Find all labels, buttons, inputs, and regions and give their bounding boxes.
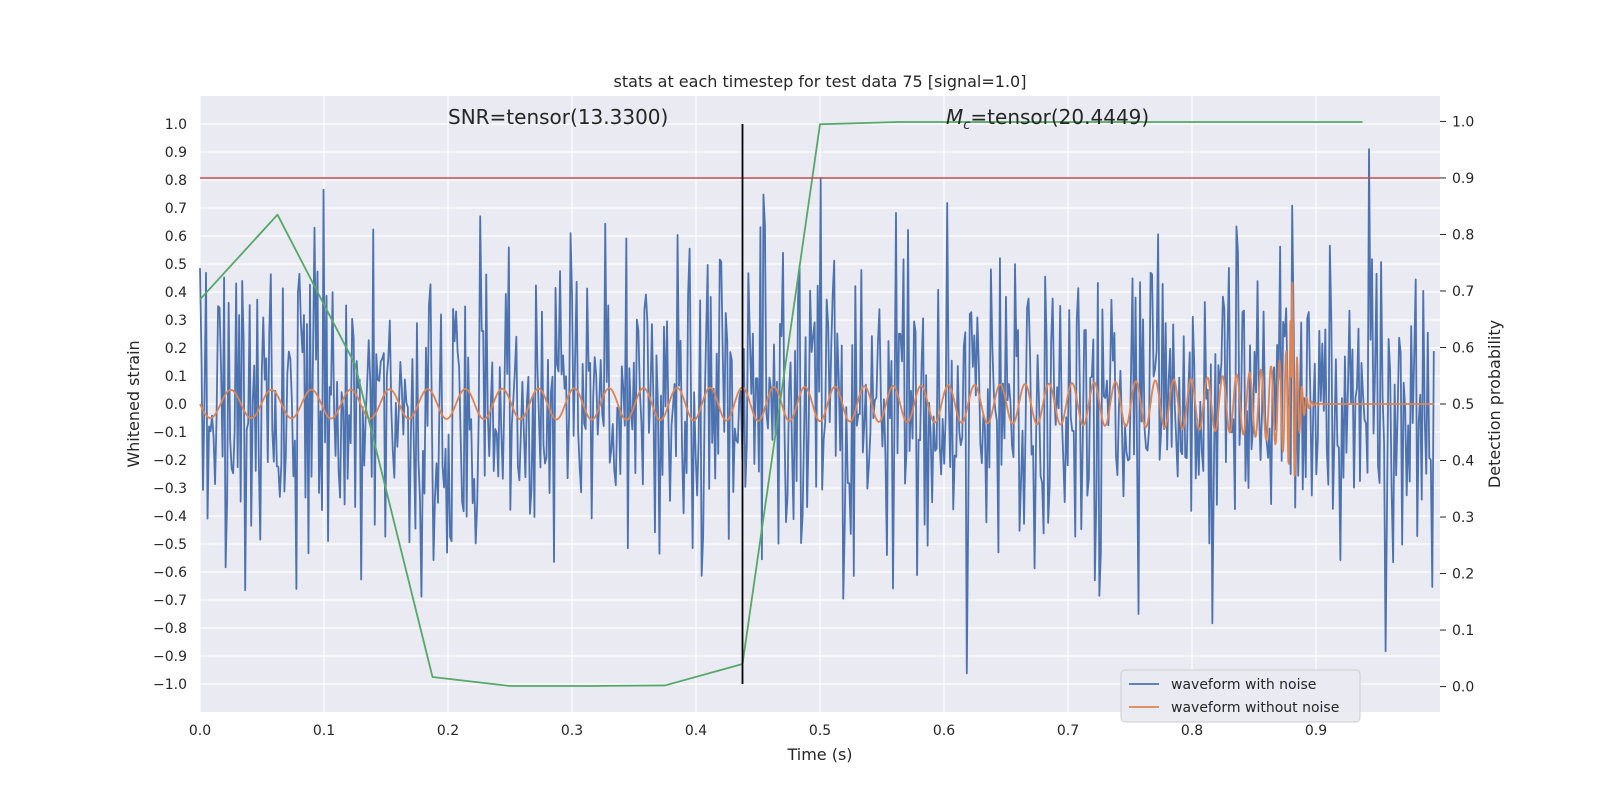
- y2-tick-label: 0.4: [1452, 454, 1474, 470]
- y2-tick-label: 0.1: [1452, 623, 1474, 639]
- y2-tick-label: 0.6: [1452, 340, 1474, 356]
- x-tick-label: 0.6: [933, 723, 955, 739]
- y2-tick-label: 0.9: [1452, 171, 1474, 187]
- y-tick-label: −1.0: [153, 677, 187, 693]
- legend-label-clean: waveform without noise: [1171, 700, 1339, 716]
- y-tick-label: −0.5: [153, 537, 187, 553]
- x-tick-label: 0.3: [561, 723, 583, 739]
- y-tick-label: −0.6: [153, 565, 187, 581]
- y-tick-label: 0.2: [165, 341, 187, 357]
- y2-tick-label: 0.3: [1452, 510, 1474, 526]
- detection-probability-line: [199, 121, 1363, 687]
- y-tick-label: 0.7: [165, 201, 187, 217]
- y-tick-label: −0.4: [153, 509, 187, 525]
- x-tick-label: 0.1: [313, 723, 335, 739]
- y-tick-label: −0.3: [153, 481, 187, 497]
- snr-annotation: SNR=tensor(13.3300): [448, 105, 668, 129]
- y-tick-label: 0.1: [165, 369, 187, 385]
- x-tick-label: 0.7: [1057, 723, 1079, 739]
- waveform-without-noise-line: [199, 281, 1435, 477]
- y-tick-label: 0.8: [165, 173, 187, 189]
- y2-tick-label: 1.0: [1452, 114, 1474, 130]
- x-tick-label: 0.8: [1181, 723, 1203, 739]
- x-tick-label: 0.9: [1305, 723, 1327, 739]
- legend: waveform with noise waveform without noi…: [1120, 669, 1361, 723]
- y-tick-label: −0.8: [153, 621, 187, 637]
- x-tick-label: 0.4: [685, 723, 707, 739]
- y2-axis-label: Detection probability: [1485, 320, 1504, 488]
- mc-annotation: Mc=tensor(20.4449): [946, 105, 1149, 133]
- ticks: 0.0 0.1 0.2 0.3 0.4 0.5 0.6 0.7 0.8 0.9 1.0 0.9 0.8 0…: [153, 114, 1474, 739]
- y-tick-label: 0.5: [165, 257, 187, 273]
- y2-tick-label: 0.2: [1452, 567, 1474, 583]
- y-tick-label: 0.9: [165, 145, 187, 161]
- y-tick-label: −0.1: [153, 425, 187, 441]
- x-axis-label: Time (s): [786, 745, 852, 764]
- chart-title: stats at each timestep for test data 75 …: [614, 72, 1027, 91]
- y-tick-label: 0.0: [165, 397, 187, 413]
- legend-box: [1120, 669, 1361, 723]
- y-tick-label: 1.0: [165, 117, 187, 133]
- x-tick-label: 0.2: [437, 723, 459, 739]
- y-tick-label: −0.2: [153, 453, 187, 469]
- legend-label-noise: waveform with noise: [1171, 677, 1316, 693]
- y-tick-label: 0.4: [165, 285, 187, 301]
- series-layer: [199, 121, 1440, 687]
- x-tick-label: 0.5: [809, 723, 831, 739]
- y-axis-label: Whitened strain: [124, 340, 143, 467]
- waveform-with-noise-line: [199, 148, 1435, 675]
- y2-tick-label: 0.0: [1452, 680, 1474, 696]
- y2-tick-label: 0.5: [1452, 397, 1474, 413]
- y2-tick-label: 0.7: [1452, 284, 1474, 300]
- y-tick-label: 0.3: [165, 313, 187, 329]
- y-tick-label: 0.6: [165, 229, 187, 245]
- y-tick-label: −0.9: [153, 649, 187, 665]
- x-tick-label: 0.0: [189, 723, 211, 739]
- y2-tick-label: 0.8: [1452, 227, 1474, 243]
- y-tick-label: −0.7: [153, 593, 187, 609]
